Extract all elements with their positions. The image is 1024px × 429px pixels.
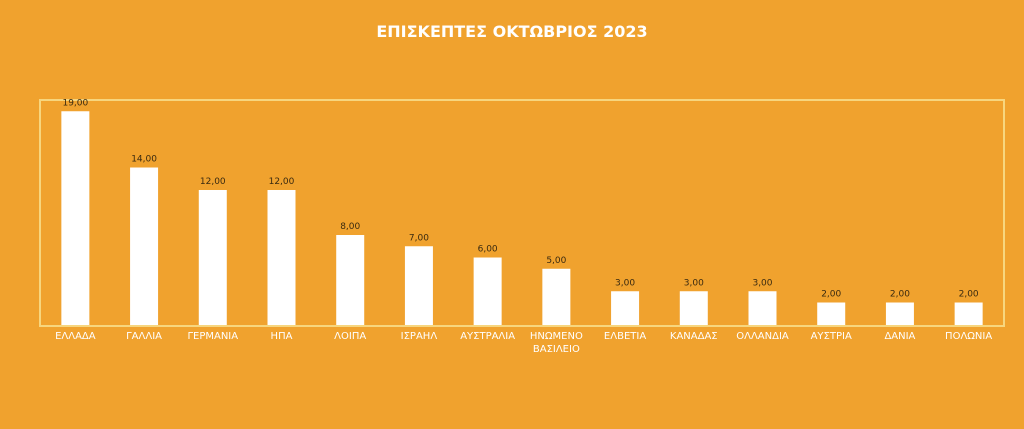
x-tick-label: ΓΕΡΜΑΝΙΑ: [187, 331, 239, 342]
value-label: 2,00: [959, 290, 979, 300]
value-label: 5,00: [546, 256, 566, 266]
value-label: 7,00: [409, 233, 429, 243]
bar: [61, 111, 90, 325]
bar: [817, 302, 846, 325]
value-label: 2,00: [890, 290, 910, 300]
bar: [748, 291, 777, 325]
value-label: 3,00: [684, 278, 704, 288]
bar: [198, 190, 227, 325]
bar: [954, 302, 983, 325]
x-tick-label: ΑΥΣΤΡΙΑ: [810, 331, 852, 342]
bar: [336, 235, 365, 325]
value-label: 2,00: [821, 290, 841, 300]
value-label: 12,00: [269, 177, 295, 187]
chart-title: ΕΠΙΣΚΕΠΤΕΣ ΟΚΤΩΒΡΙΟΣ 2023: [376, 22, 648, 41]
bar: [542, 268, 571, 325]
value-label: 3,00: [615, 278, 635, 288]
bar: [473, 257, 502, 325]
bar: [404, 246, 433, 325]
bar: [611, 291, 640, 325]
x-tick-label: ΗΝΩΜΕΝΟ ΒΑΣΙΛΕΙΟ: [529, 331, 583, 355]
x-tick-label: ΔΑΝΙΑ: [884, 331, 916, 342]
x-tick-label: ΗΠΑ: [270, 331, 293, 342]
value-label: 14,00: [131, 155, 157, 165]
value-label: 12,00: [200, 177, 226, 187]
x-tick-label: ΓΑΛΛΙΑ: [126, 331, 162, 342]
bar: [267, 190, 296, 325]
value-label: 8,00: [340, 222, 360, 232]
plot-border: [39, 99, 1005, 327]
x-tick-label: ΛΟΙΠΑ: [334, 331, 367, 342]
value-label: 19,00: [62, 98, 88, 108]
x-tick-label: ΕΛΛΑΔΑ: [55, 331, 96, 342]
x-tick-label: ΟΛΛΑΝΔΙΑ: [736, 331, 789, 342]
x-tick-label: ΑΥΣΤΡΑΛΙΑ: [460, 331, 516, 342]
bar: [679, 291, 708, 325]
bar: [885, 302, 914, 325]
x-tick-label: ΙΣΡΑΗΛ: [400, 331, 438, 342]
value-label: 6,00: [478, 245, 498, 255]
x-tick-label: ΚΑΝΑΔΑΣ: [669, 331, 718, 342]
x-tick-label: ΕΛΒΕΤΙΑ: [603, 331, 647, 342]
x-tick-label: ΠΟΛΩΝΙΑ: [945, 331, 993, 342]
bar: [130, 167, 159, 325]
value-label: 3,00: [752, 278, 772, 288]
